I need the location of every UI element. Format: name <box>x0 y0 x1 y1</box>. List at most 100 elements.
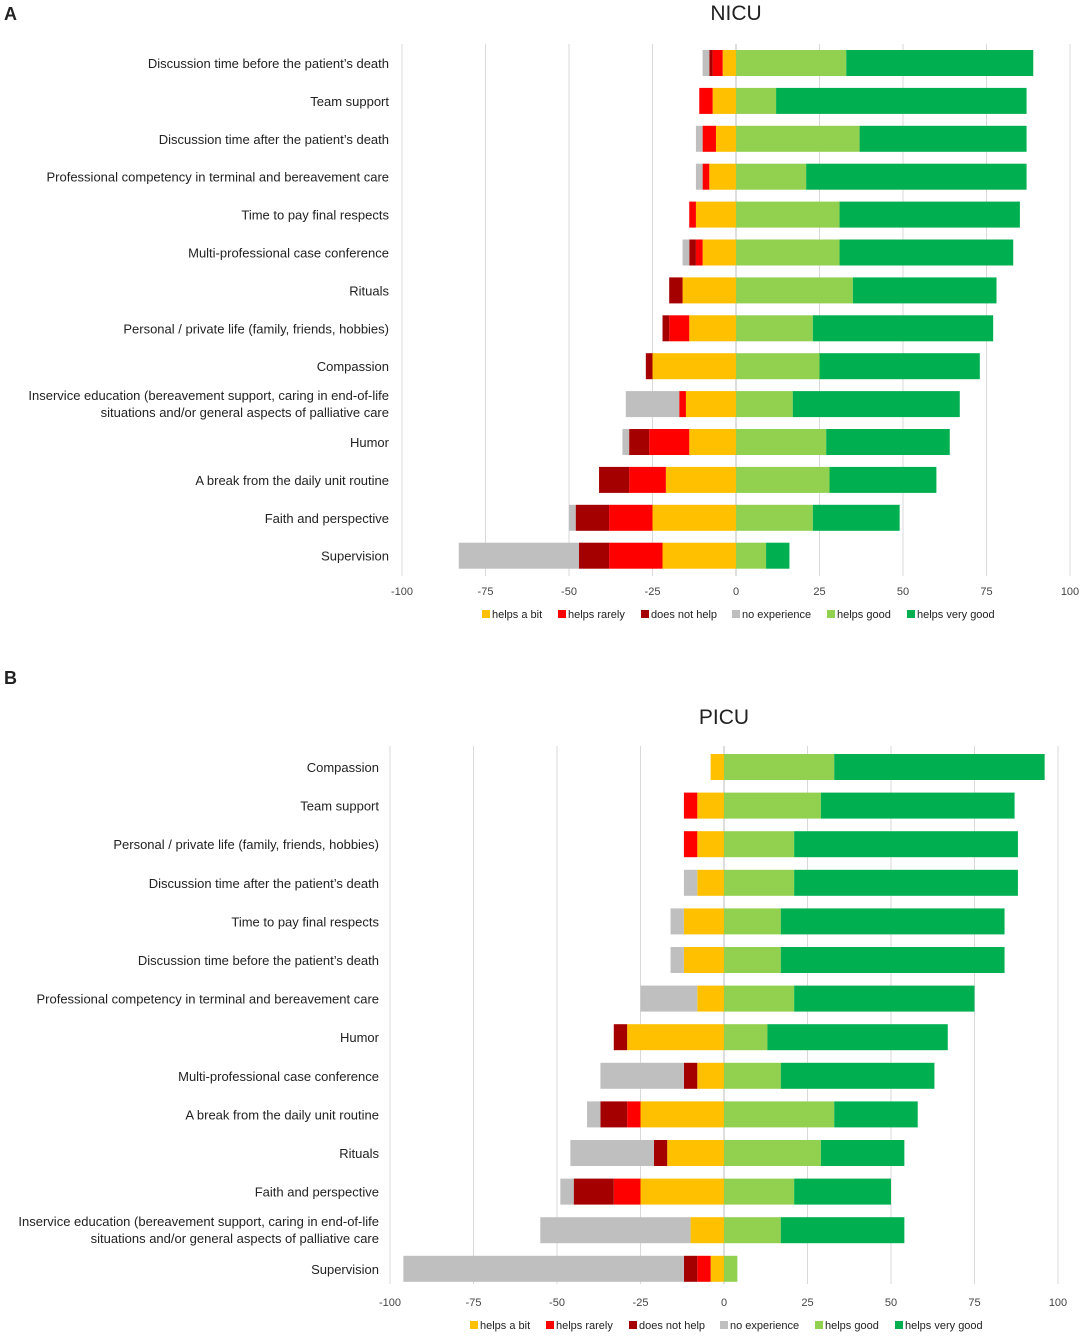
chart-panel-a: A NICU -100 -75 -50 -25 0 25 50 75 100 Discussion t… <box>4 2 1079 621</box>
chart-title: PICU <box>699 706 749 729</box>
bar-helps-very-good <box>794 869 1018 896</box>
bar-helps-rarely <box>699 87 713 114</box>
category-label: Multi-professional case conference <box>178 1069 379 1084</box>
bar-helps-very-good <box>780 908 1005 935</box>
bar-helps-good <box>736 163 807 190</box>
legend-label: helps very good <box>905 1320 983 1332</box>
legend-label: does not help <box>651 609 717 621</box>
legend-label: helps good <box>837 609 891 621</box>
legend: helps a bit helps rarely does not help no e… <box>482 609 995 621</box>
category-label: Professional competency in terminal and … <box>36 992 379 1007</box>
bar-helps-a-bit <box>710 1255 724 1282</box>
legend-label: helps rarely <box>556 1320 613 1332</box>
bar-helps-a-bit <box>689 429 736 455</box>
bar-helps-good <box>736 315 813 342</box>
bar-no-experience <box>587 1101 601 1128</box>
bar-helps-very-good <box>812 504 900 531</box>
bar-helps-good <box>724 1217 781 1244</box>
bar-does-not-help <box>653 1140 668 1166</box>
legend-swatch <box>629 1321 637 1329</box>
bar-helps-very-good <box>812 315 994 342</box>
legend-label: helps a bit <box>480 1320 530 1332</box>
category-label: Supervision <box>311 1262 379 1277</box>
x-tick-label: -75 <box>466 1297 482 1309</box>
category-label: Time to pay final respects <box>231 914 379 929</box>
category-label: Inservice education (bereavement support… <box>18 1214 379 1246</box>
bar-helps-very-good <box>780 1062 935 1089</box>
bar-does-not-help <box>613 1024 628 1051</box>
bar-helps-good <box>724 1178 795 1205</box>
bar-helps-good <box>724 831 795 858</box>
bar-helps-good <box>724 908 781 935</box>
category-label: Discussion time after the patient’s deat… <box>149 876 379 891</box>
bar-helps-a-bit <box>697 869 724 896</box>
x-tick-label: -100 <box>379 1297 401 1309</box>
bar-helps-very-good <box>820 1140 905 1166</box>
bar-helps-good <box>724 1140 821 1166</box>
bar-helps-good <box>736 277 853 304</box>
bar-helps-rarely <box>679 391 686 418</box>
bar-helps-good <box>724 869 795 896</box>
bar-helps-rarely <box>683 831 698 858</box>
bar-helps-good <box>736 239 840 266</box>
bar-does-not-help <box>645 353 653 380</box>
bar-helps-a-bit <box>697 1062 724 1089</box>
bar-helps-a-bit <box>682 277 736 304</box>
bar-helps-good <box>736 87 777 114</box>
bar-helps-very-good <box>839 201 1020 228</box>
bar-helps-good <box>724 947 781 973</box>
legend-swatch <box>907 610 915 618</box>
bar-no-experience <box>683 869 698 896</box>
bar-helps-good <box>736 201 840 228</box>
bar-helps-rarely <box>609 542 663 569</box>
bar-does-not-help <box>689 239 696 266</box>
x-tick-label: 0 <box>733 586 739 598</box>
legend-swatch <box>546 1321 554 1329</box>
category-label: Discussion time after the patient’s deat… <box>159 132 389 147</box>
legend: helps a bit helps rarely does not help no e… <box>470 1320 983 1332</box>
category-label: Supervision <box>321 549 389 564</box>
bar-helps-good <box>736 391 793 418</box>
legend-swatch <box>720 1321 728 1329</box>
category-label: Multi-professional case conference <box>188 246 389 261</box>
category-label: Professional competency in terminal and … <box>46 170 389 185</box>
category-label: A break from the daily unit routine <box>185 1107 379 1122</box>
bar-no-experience <box>540 1217 691 1244</box>
bar-helps-rarely <box>712 50 723 76</box>
category-label: Rituals <box>339 1146 379 1161</box>
category-label: Personal / private life (family, friends… <box>113 837 379 852</box>
bar-helps-very-good <box>794 1178 891 1205</box>
bar-does-not-help <box>573 1178 614 1205</box>
x-tick-label: 25 <box>801 1297 813 1309</box>
panel-letter: B <box>4 668 17 688</box>
x-tick-label: 100 <box>1061 586 1079 598</box>
bar-helps-good <box>736 542 767 569</box>
bar-helps-very-good <box>852 277 997 304</box>
x-tick-label: 75 <box>980 586 992 598</box>
bar-helps-a-bit <box>640 1101 724 1128</box>
bar-helps-rarely <box>702 163 710 190</box>
bar-helps-a-bit <box>695 201 736 228</box>
legend-label: helps rarely <box>568 609 625 621</box>
bar-helps-very-good <box>806 163 1027 190</box>
bar-helps-rarely <box>695 239 703 266</box>
bar-helps-a-bit <box>702 239 736 266</box>
category-label: Humor <box>340 1030 380 1045</box>
bar-helps-a-bit <box>715 125 736 152</box>
bar-helps-a-bit <box>697 831 724 858</box>
category-label: Team support <box>310 94 389 109</box>
bar-does-not-help <box>575 504 610 531</box>
legend-label: no experience <box>730 1320 799 1332</box>
x-tick-label: 75 <box>968 1297 980 1309</box>
bar-does-not-help <box>662 315 670 342</box>
bar-helps-rarely <box>697 1255 711 1282</box>
bar-no-experience <box>695 125 703 152</box>
bar-helps-a-bit <box>683 908 724 935</box>
bar-does-not-help <box>599 466 630 493</box>
legend-swatch <box>558 610 566 618</box>
panel-letter: A <box>4 4 17 24</box>
bar-helps-good <box>724 1024 768 1051</box>
bar-helps-a-bit <box>697 792 724 819</box>
bar-helps-rarely <box>627 1101 641 1128</box>
category-label: A break from the daily unit routine <box>195 473 389 488</box>
